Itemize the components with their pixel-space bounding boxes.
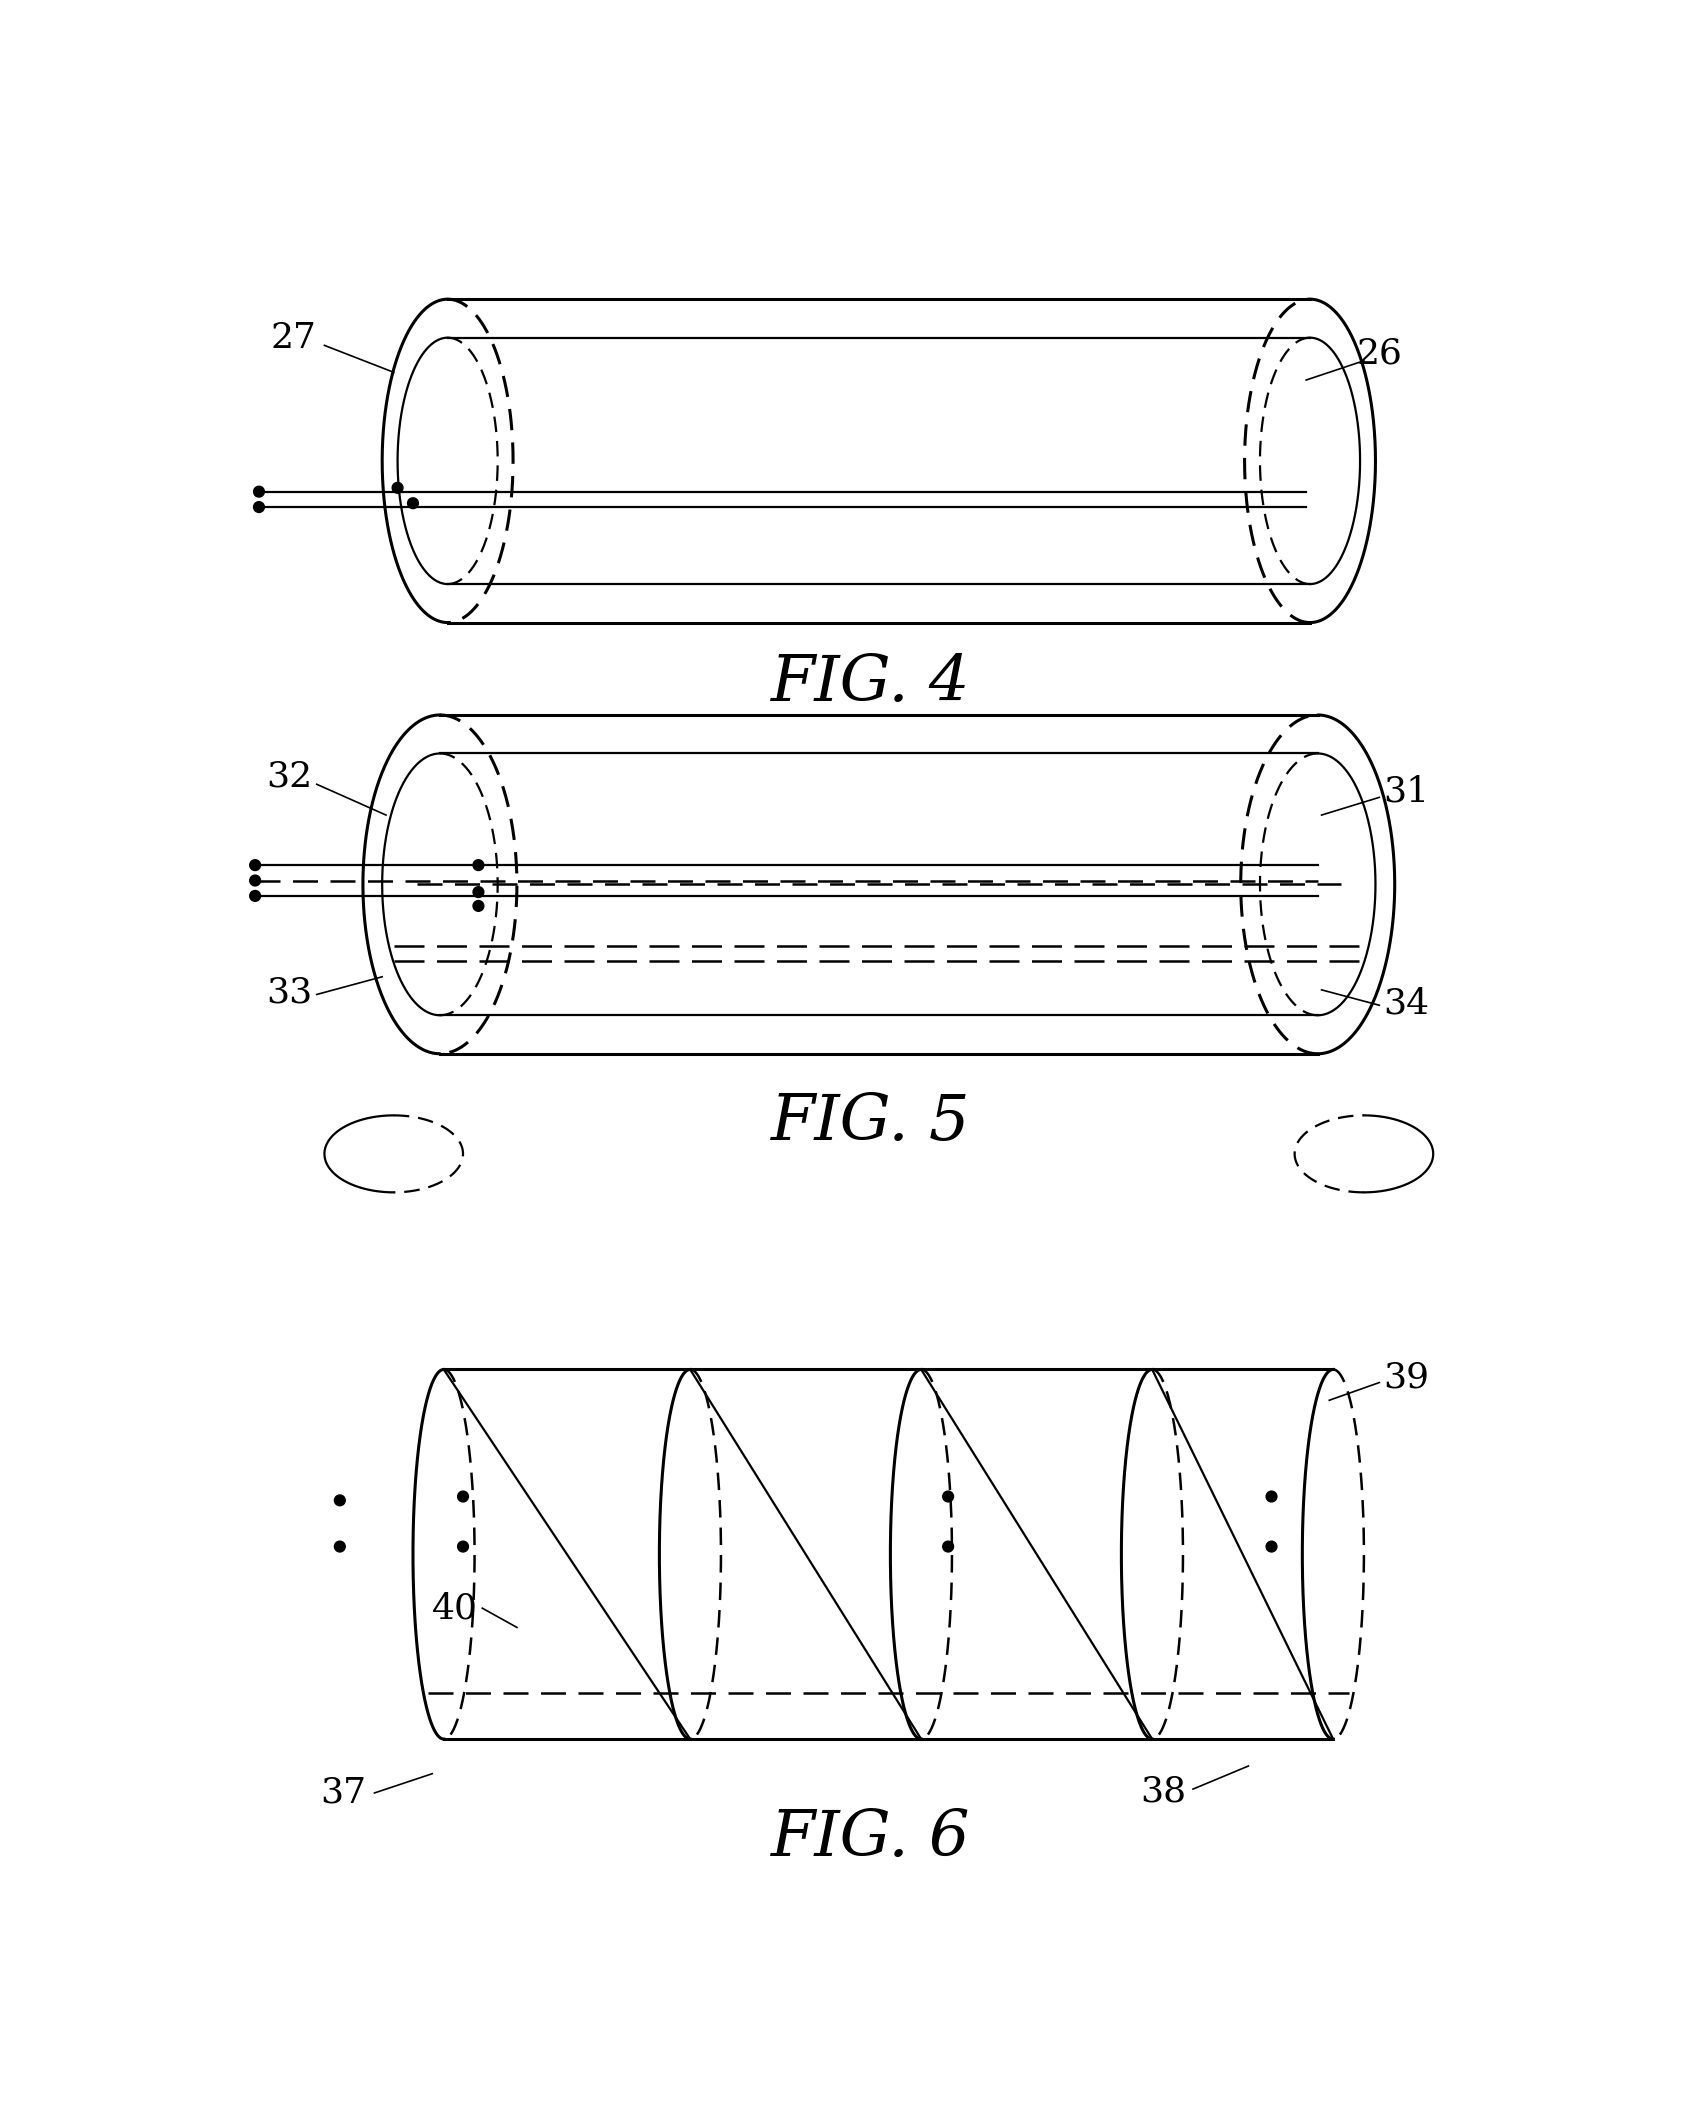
Circle shape [250, 875, 260, 885]
Text: 39: 39 [1382, 1360, 1428, 1393]
Text: 27: 27 [270, 320, 316, 354]
Circle shape [942, 1490, 953, 1501]
Text: 32: 32 [267, 759, 312, 793]
Circle shape [472, 900, 484, 911]
Circle shape [408, 497, 418, 508]
Text: 34: 34 [1382, 987, 1428, 1020]
Circle shape [457, 1490, 469, 1501]
Circle shape [457, 1541, 469, 1551]
Text: FIG. 6: FIG. 6 [771, 1809, 970, 1870]
Circle shape [392, 483, 402, 493]
Text: 31: 31 [1382, 776, 1428, 809]
Circle shape [942, 1541, 953, 1551]
Text: 37: 37 [321, 1775, 367, 1811]
Text: 26: 26 [1355, 335, 1401, 371]
Text: FIG. 5: FIG. 5 [771, 1092, 970, 1153]
Circle shape [472, 860, 484, 871]
Text: 38: 38 [1139, 1775, 1187, 1809]
Text: 40: 40 [431, 1592, 479, 1625]
Circle shape [335, 1495, 345, 1505]
Text: FIG. 4: FIG. 4 [771, 653, 970, 715]
Circle shape [250, 860, 260, 871]
Circle shape [1265, 1490, 1277, 1501]
Circle shape [472, 887, 484, 898]
Circle shape [1265, 1541, 1277, 1551]
Circle shape [253, 487, 265, 497]
Circle shape [335, 1541, 345, 1551]
Circle shape [253, 502, 265, 512]
Circle shape [250, 890, 260, 902]
Text: 33: 33 [267, 976, 312, 1010]
